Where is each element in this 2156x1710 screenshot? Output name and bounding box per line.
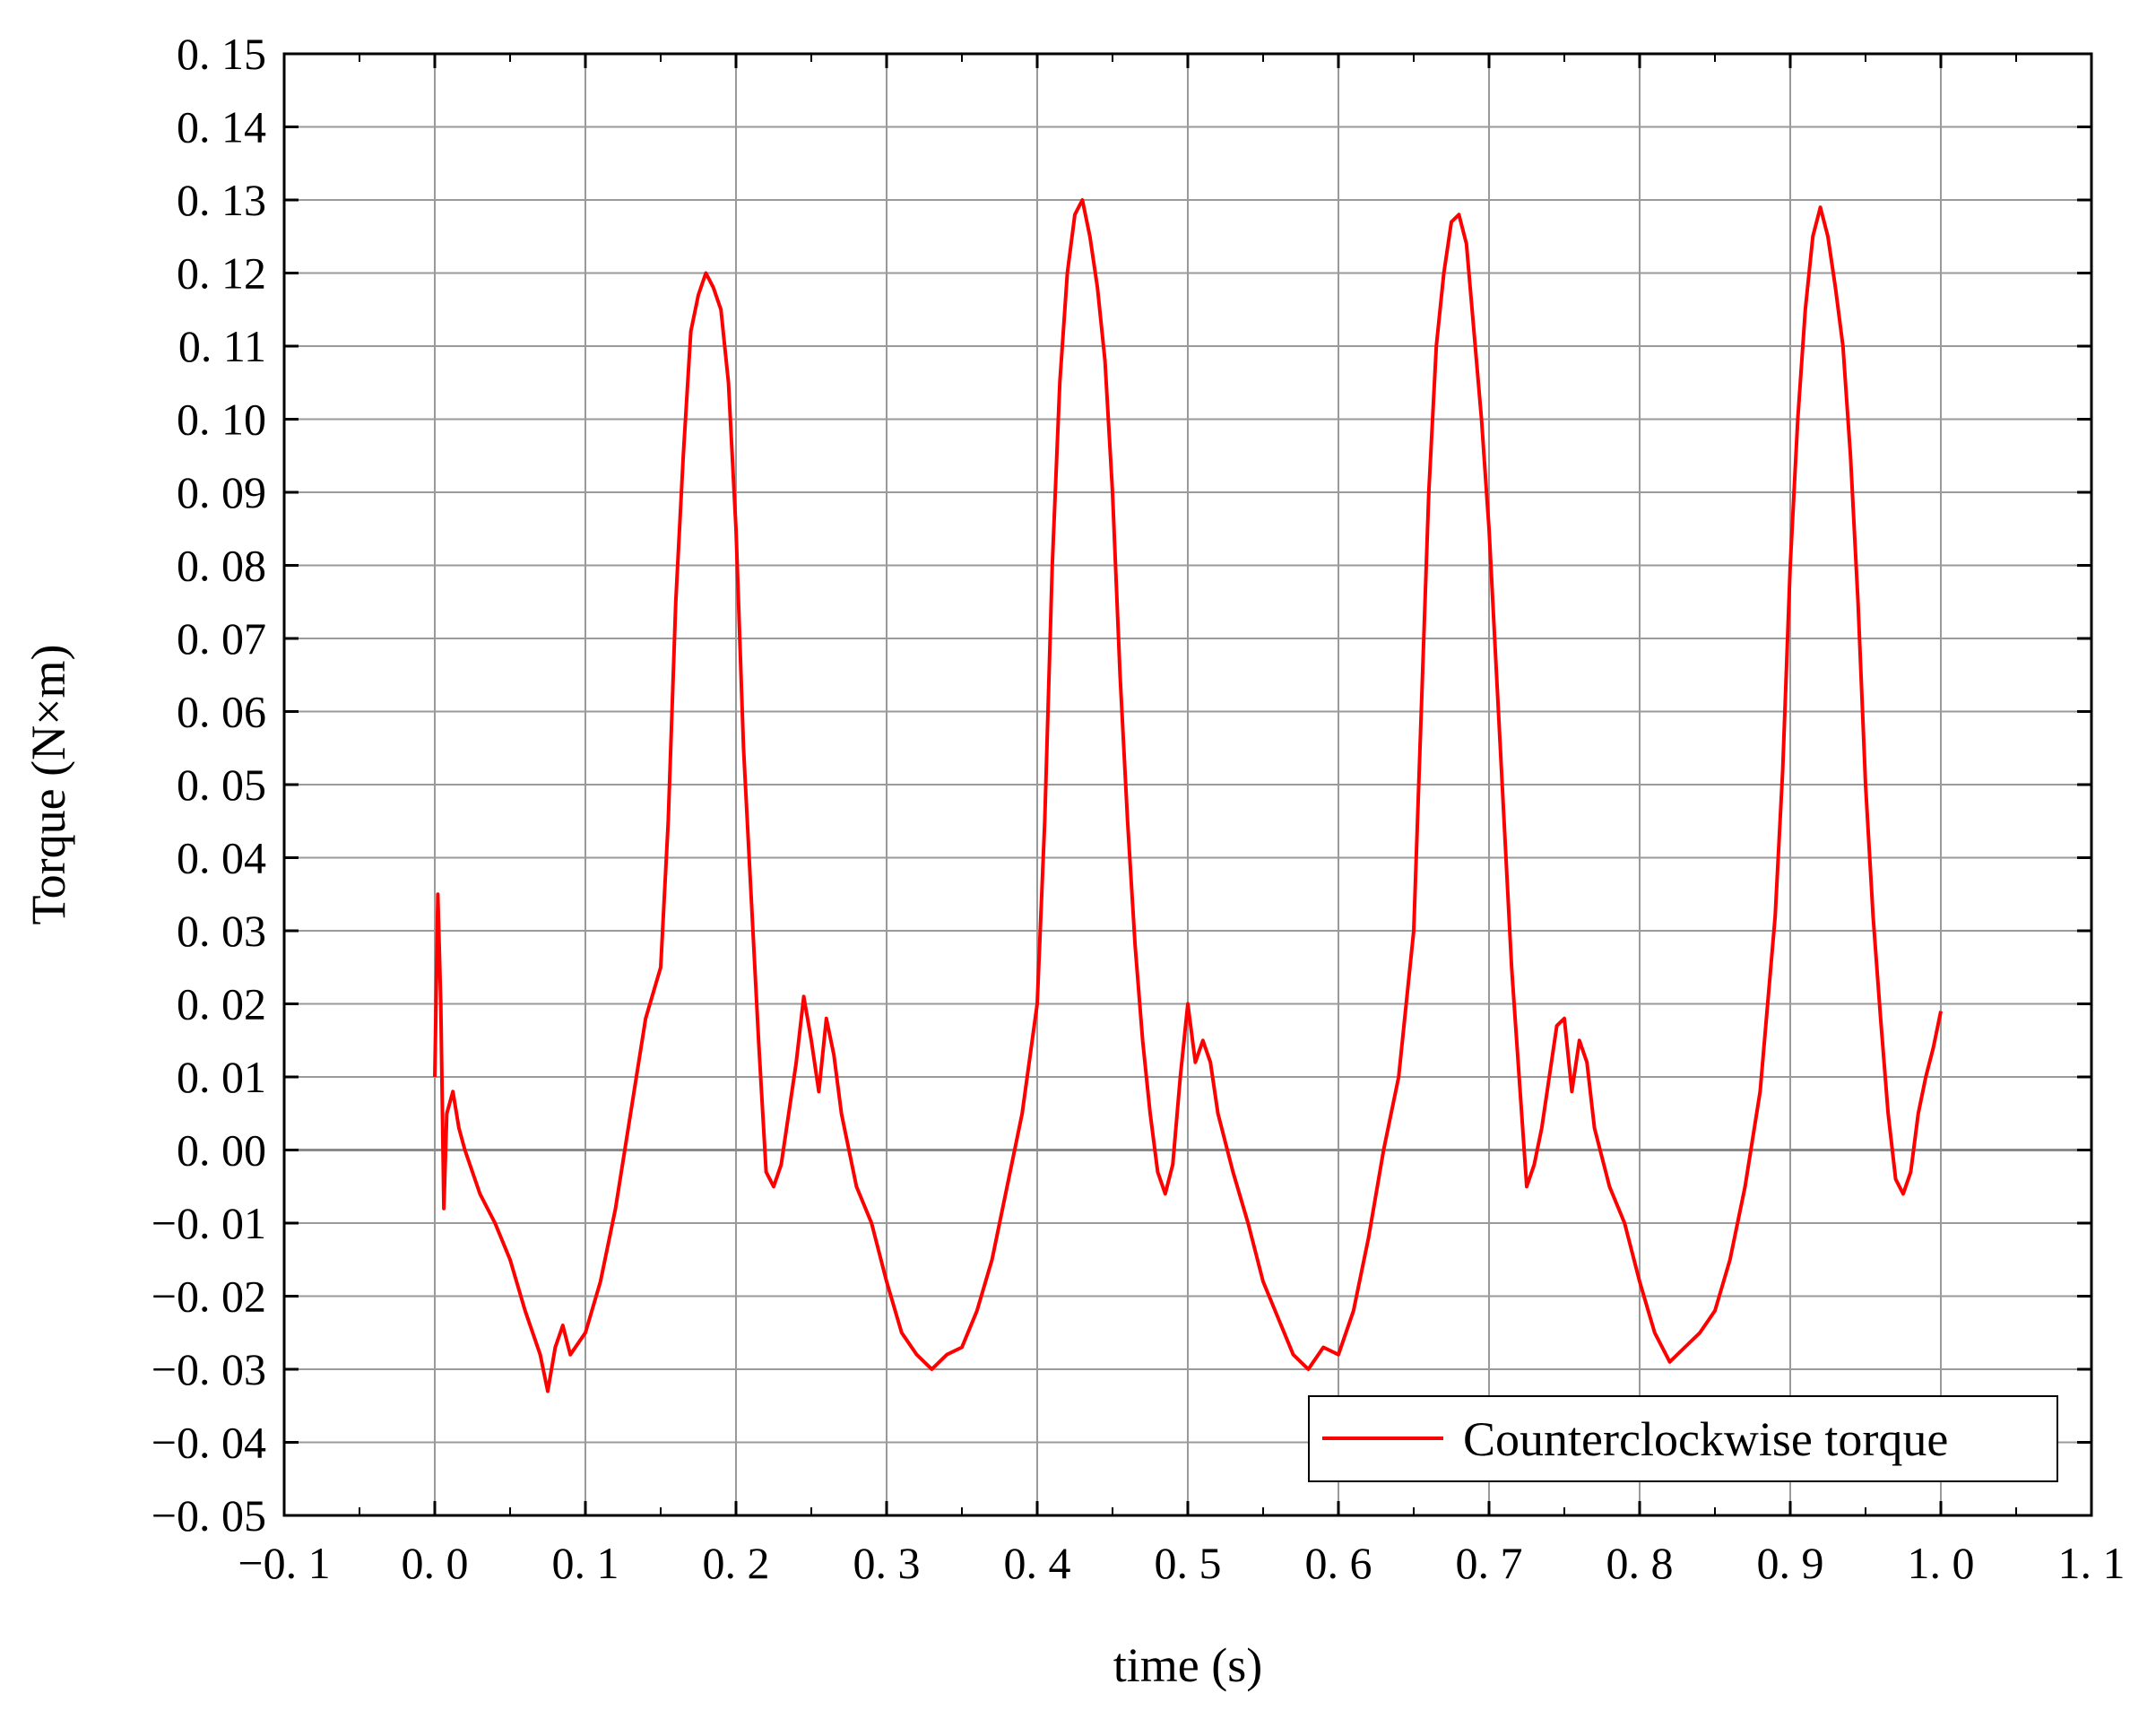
y-tick-label: 0. 15 [177, 29, 266, 79]
y-tick-label: 0. 07 [177, 613, 266, 664]
x-tick-label: 0. 5 [1155, 1538, 1222, 1588]
y-tick-label: 0. 09 [177, 467, 266, 517]
y-tick-label: 0. 08 [177, 541, 266, 591]
axis-ticks [282, 52, 2093, 1517]
y-tick-label: 0. 14 [177, 102, 266, 152]
y-tick-label: 0. 03 [177, 906, 266, 956]
series-layer [433, 198, 1943, 1393]
x-tick-label: 0. 8 [1606, 1538, 1674, 1588]
x-tick-label: 1. 1 [2058, 1538, 2126, 1588]
y-tick-label: 0. 05 [177, 760, 266, 810]
y-tick-label: 0. 06 [177, 687, 266, 737]
y-tick-label: −0. 02 [152, 1272, 266, 1322]
grid-lines [284, 54, 2091, 1515]
x-tick-label: −0. 1 [238, 1538, 330, 1588]
x-tick-label: 1. 0 [1908, 1538, 1975, 1588]
y-tick-label: −0. 04 [152, 1418, 266, 1468]
y-tick-label: −0. 05 [152, 1490, 266, 1541]
x-tick-label: 0. 7 [1456, 1538, 1523, 1588]
legend: Counterclockwise torque [1308, 1395, 2058, 1482]
y-tick-label: −0. 01 [152, 1198, 266, 1248]
x-tick-label: 0. 1 [552, 1538, 619, 1588]
y-tick-label: 0. 01 [177, 1052, 266, 1102]
y-tick-label: 0. 00 [177, 1125, 266, 1176]
x-tick-label: 0. 2 [703, 1538, 770, 1588]
series-line-counterclockwise-torque [433, 198, 1943, 1393]
x-axis-title: time (s) [1113, 1638, 1262, 1692]
legend-label-counterclockwise-torque: Counterclockwise torque [1463, 1412, 1948, 1466]
y-tick-label: 0. 04 [177, 833, 266, 883]
y-tick-label: 0. 11 [178, 321, 266, 371]
y-tick-label: −0. 03 [152, 1344, 266, 1394]
x-axis-tick-labels: −0. 1 0. 0 0. 1 0. 2 0. 3 0. 4 0. 5 0. 6 0. 7 0. … [238, 1538, 2125, 1588]
y-tick-label: 0. 10 [177, 395, 266, 445]
x-tick-label: 0. 3 [853, 1538, 921, 1588]
y-tick-label: 0. 12 [177, 248, 266, 299]
y-tick-label: 0. 02 [177, 979, 266, 1029]
x-tick-label: 0. 6 [1305, 1538, 1372, 1588]
x-tick-label: 0. 4 [1004, 1538, 1071, 1588]
y-axis-title: Torque (N×m) [22, 644, 75, 924]
y-axis-tick-labels: 0. 15 0. 14 0. 13 0. 12 0. 11 0. 10 0. 09 0. 08… [152, 29, 266, 1541]
y-tick-label: 0. 13 [177, 175, 266, 225]
x-tick-label: 0. 0 [402, 1538, 469, 1588]
x-tick-label: 0. 9 [1757, 1538, 1824, 1588]
